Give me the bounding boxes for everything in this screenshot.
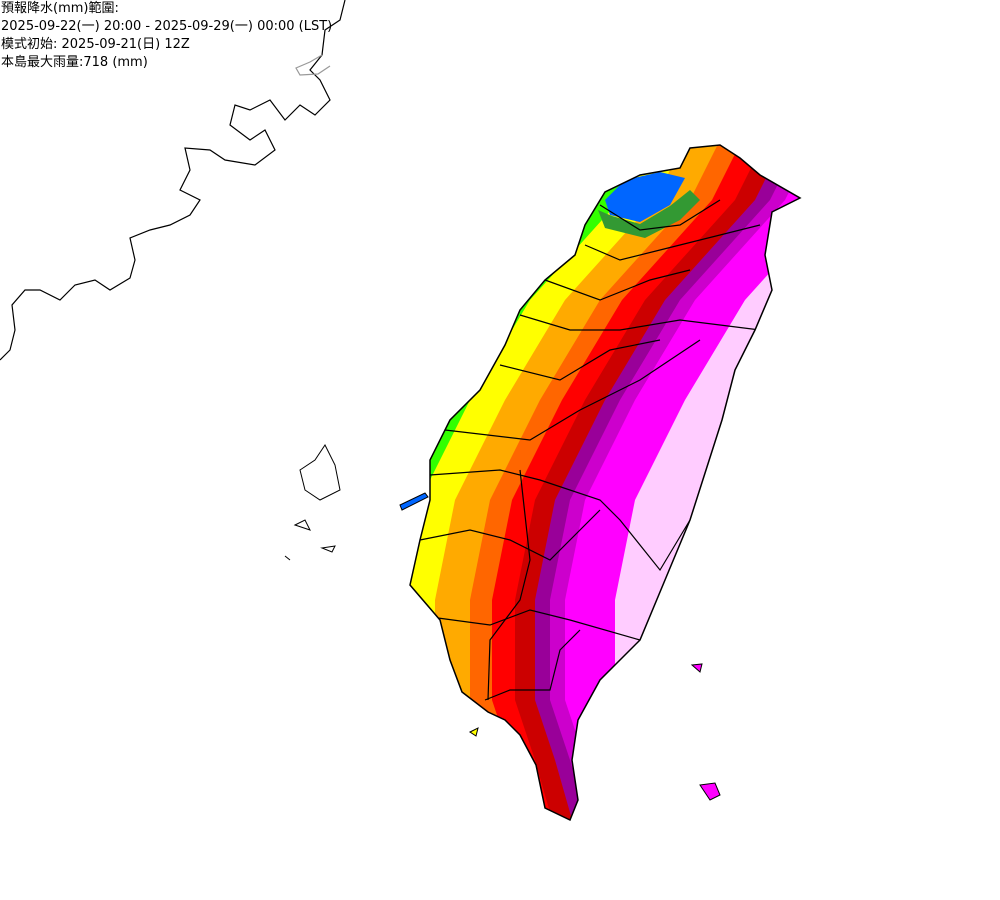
- china-coastline: [0, 0, 346, 361]
- county-borders: [419, 199, 761, 701]
- map-title: 預報降水(mm)範圍:: [1, 1, 119, 16]
- rainfall-bands: [410, 145, 800, 820]
- rainfall-band: [605, 172, 685, 222]
- china-coast-gray: [295, 54, 331, 76]
- model-init-time: 模式初始: 2025-09-21(日) 12Z: [1, 37, 190, 52]
- islands: [284, 444, 721, 801]
- rainfall-band: [598, 190, 700, 238]
- map-info: 預報降水(mm)範圍: 2025-09-22(一) 20:00 - 2025-0…: [1, 0, 332, 72]
- max-rainfall: 本島最大雨量:718 (mm): [1, 55, 148, 70]
- taiwan-outline: [409, 144, 802, 822]
- forecast-period: 2025-09-22(一) 20:00 - 2025-09-29(一) 00:0…: [1, 19, 333, 34]
